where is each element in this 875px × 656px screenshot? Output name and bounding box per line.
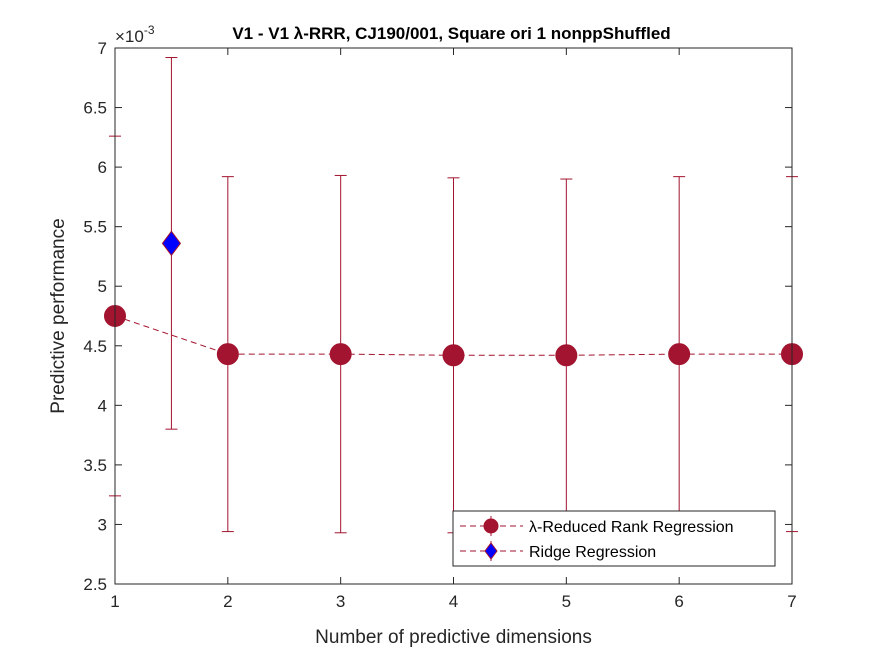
- y-exponent-base: ×10: [115, 27, 144, 46]
- y-tick-label: 3: [98, 515, 107, 534]
- legend-label-rrr: λ-Reduced Rank Regression: [529, 519, 734, 536]
- y-axis-label: Predictive performance: [48, 218, 69, 413]
- y-tick-label: 5.5: [83, 218, 107, 237]
- y-tick-label: 5: [98, 277, 107, 296]
- y-exponent-power: -3: [144, 23, 155, 37]
- chart-title: V1 - V1 λ-RRR, CJ190/001, Square ori 1 n…: [232, 24, 670, 43]
- y-tick-label: 3.5: [83, 456, 107, 475]
- y-tick-label: 6.5: [83, 99, 107, 118]
- axes-box: [114, 47, 793, 585]
- legend-marker-ridge: [484, 542, 498, 560]
- x-axis-label: Number of predictive dimensions: [315, 627, 592, 648]
- x-tick-label: 1: [110, 592, 119, 611]
- x-tick-label: 6: [674, 592, 683, 611]
- legend: λ-Reduced Rank Regression Ridge Regressi…: [452, 510, 776, 567]
- legend-entry-ridge: Ridge Regression: [460, 541, 656, 561]
- data-point: [555, 344, 578, 367]
- data-point: [668, 343, 691, 366]
- x-tick-label: 7: [787, 592, 796, 611]
- y-tick-label: 2.5: [83, 575, 107, 594]
- x-tick-label: 2: [223, 592, 232, 611]
- data-point: [161, 230, 182, 257]
- data-point: [329, 343, 352, 366]
- y-tick-label: 4: [98, 396, 107, 415]
- y-exponent-label: ×10-3: [115, 23, 155, 46]
- x-tick-label: 3: [336, 592, 345, 611]
- x-tick-label: 5: [562, 592, 571, 611]
- data-point: [442, 344, 465, 367]
- y-tick-label: 4.5: [83, 337, 107, 356]
- x-tick-label: 4: [449, 592, 458, 611]
- data-point: [216, 343, 239, 366]
- y-tick-label: 7: [98, 39, 107, 58]
- series-1: [161, 57, 182, 430]
- y-tick-label: 6: [98, 158, 107, 177]
- axis-ticks: 1 2 3 4 5 6 7 2.5 3 3.5 4 4.5 5 5.5 6 6.5 7: [83, 39, 796, 611]
- legend-label-ridge: Ridge Regression: [529, 544, 656, 561]
- legend-entry-rrr: λ-Reduced Rank Regression: [460, 516, 734, 536]
- legend-marker-rrr: [483, 518, 499, 534]
- legend-box: [452, 510, 776, 567]
